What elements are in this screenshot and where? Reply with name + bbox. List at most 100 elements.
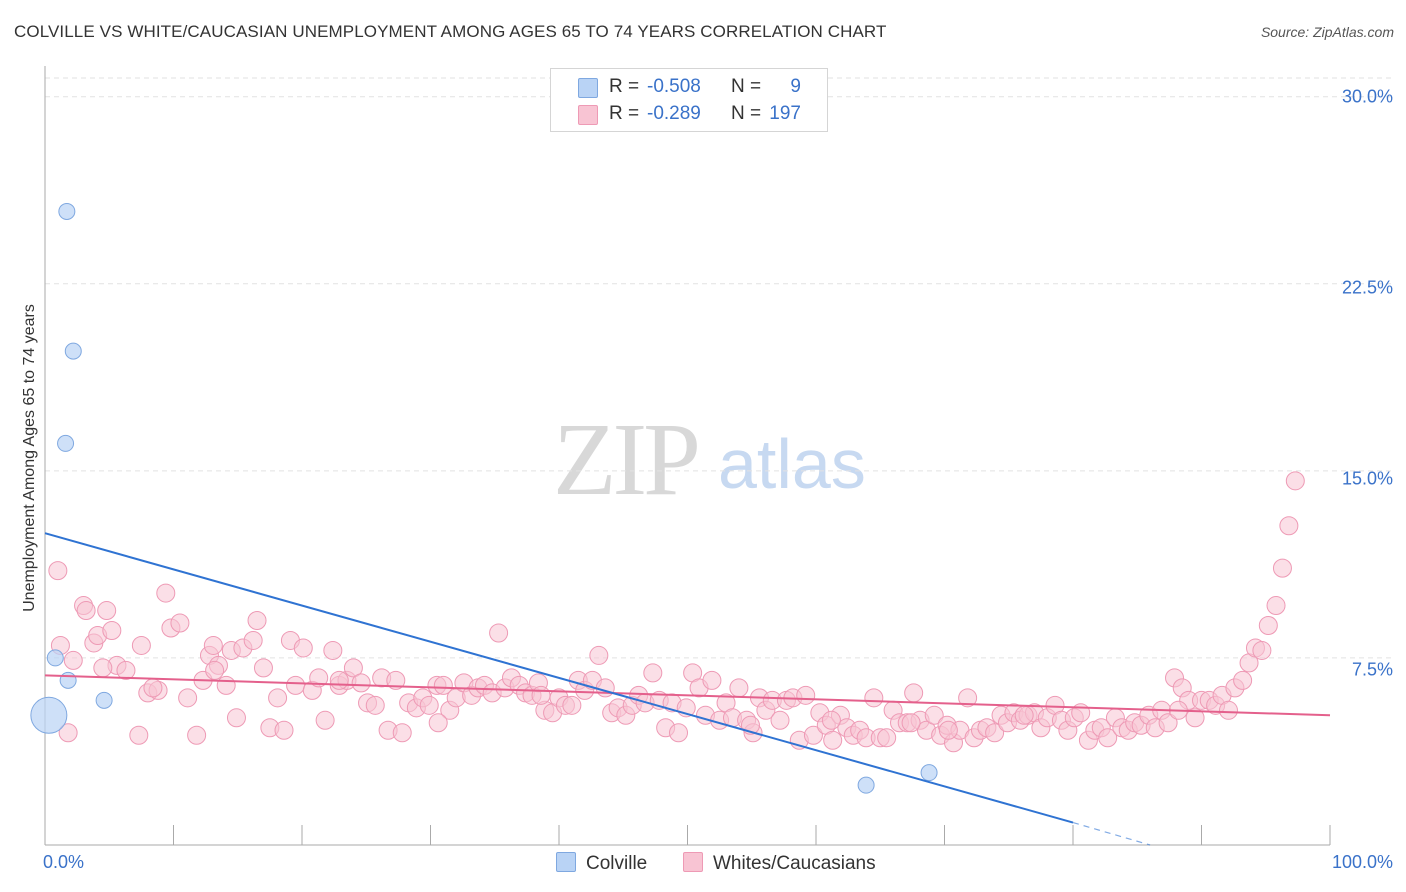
colville-point [920,764,938,782]
whites-point [595,678,615,698]
whites-point [274,720,294,740]
n-label: N = [731,76,762,97]
colville-trend-extension [1072,821,1151,846]
whites-point [1218,700,1238,720]
r-value: -0.508 [647,76,701,97]
whites-point [823,730,843,750]
n-label: N = [731,103,762,124]
whites-point [589,645,609,665]
whites-point [562,695,582,715]
whites-point [323,640,343,660]
source-label: Source: ZipAtlas.com [1260,24,1394,40]
y-axis-label: Unemployment Among Ages 65 to 74 years [21,304,38,612]
whites-point [803,725,823,745]
whites-point [392,723,412,743]
whites-point [63,650,83,670]
whites-point [821,710,841,730]
whites-point [1185,708,1205,728]
watermark-atlas: atlas [718,425,866,503]
whites-point [924,705,944,725]
whites-point [116,660,136,680]
n-value: 9 [790,76,801,97]
trend-lines [44,532,1331,846]
whites-point [643,663,663,683]
whites-point [286,675,306,695]
whites-point [985,723,1005,743]
legend-item-whites[interactable]: Whites/Caucasians [683,852,876,875]
colville-point [95,691,113,709]
whites-point [156,583,176,603]
whites-point [877,728,897,748]
whites-point [97,601,117,621]
whites-points [48,471,1305,753]
colville-trend-line [44,532,1074,824]
colville-point [59,671,77,689]
whites-point [770,710,790,730]
whites-point [1279,516,1299,536]
whites-point [1266,596,1286,616]
whites-point [329,670,349,690]
stats-legend: R = -0.508 N = 9 R = -0.289 N = 197 [550,68,828,132]
whites-point [76,601,96,621]
whites-point [796,685,816,705]
whites-point [178,688,198,708]
whites-point [315,710,335,730]
x-tick-label: 100.0% [1331,852,1393,872]
gridlines [45,77,1393,659]
whites-point [203,635,223,655]
n-value: 197 [769,103,801,124]
whites-point [216,675,236,695]
whites-point [419,695,439,715]
whites-point [187,725,207,745]
whites-point [729,678,749,698]
whites-point [1272,558,1292,578]
whites-point [1098,728,1118,748]
whites-point [247,611,267,631]
legend-label-colville: Colville [586,853,648,874]
colville-swatch [556,852,576,872]
whites-point [904,683,924,703]
whites-point [226,708,246,728]
colville-swatch [578,78,598,98]
whites-point [343,658,363,678]
legend-item-colville[interactable]: Colville [556,852,647,875]
colville-point [857,776,875,794]
x-tick-label: 0.0% [43,852,85,872]
r-label: R = [609,103,640,124]
watermark-zip: ZIP [553,402,701,517]
colville-point [64,342,82,360]
y-tick-label: 22.5% [1341,277,1393,298]
whites-point [864,688,884,708]
whites-point [365,695,385,715]
whites-point [938,720,958,740]
whites-point [131,635,151,655]
whites-point [428,713,448,733]
whites-point [489,623,509,643]
colville-points [30,202,938,794]
y-tick-label: 7.5% [1351,659,1393,680]
whites-point [1158,713,1178,733]
whites-point [293,638,313,658]
whites-point [309,668,329,688]
whites-point [1233,670,1253,690]
colville-point [46,649,64,667]
whites-trend-line [44,674,1331,717]
whites-point [433,675,453,695]
colville-point [30,696,68,734]
whites-point [253,658,273,678]
whites-point [48,561,68,581]
whites-point [901,713,921,733]
whites-point [1014,705,1034,725]
whites-point [129,725,149,745]
whites-point [351,673,371,693]
whites-point [386,670,406,690]
whites-point [1252,640,1272,660]
r-label: R = [609,76,640,97]
whites-point [958,688,978,708]
colville-point [58,202,76,220]
whites-point [1285,471,1305,491]
colville-point [57,434,75,452]
whites-point [1258,616,1278,636]
chart-title: COLVILLE VS WHITE/CAUCASIAN UNEMPLOYMENT… [14,22,887,41]
